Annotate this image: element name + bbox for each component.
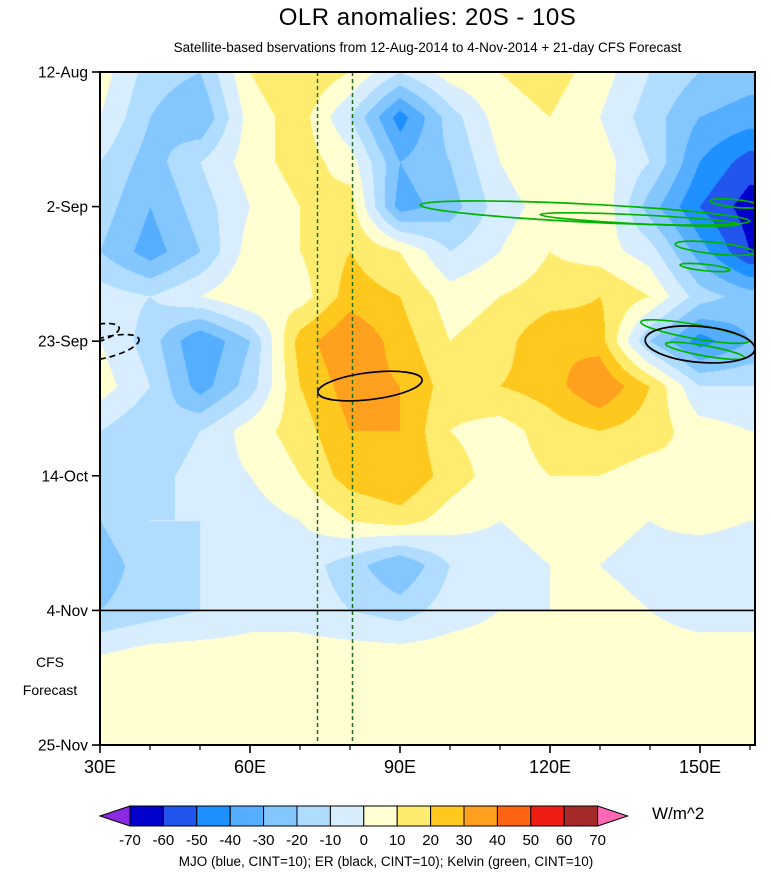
colorbar-segment — [229, 805, 265, 827]
x-tick-label: 30E — [84, 757, 116, 777]
colorbar-boundary-label: 20 — [422, 832, 439, 849]
y-tick-label: 25-Nov — [38, 738, 88, 755]
colorbar-boundary-label: 70 — [589, 832, 606, 849]
colorbar-boundary-label: -40 — [219, 832, 241, 849]
colorbar-segment — [363, 805, 398, 827]
hovmoller-filled-contour-field — [100, 72, 755, 745]
colorbar-boundary-label: 50 — [522, 832, 539, 849]
chart-subtitle: Satellite-based bservations from 12-Aug-… — [60, 40, 772, 55]
forecast-axis-label-line2: Forecast — [22, 682, 78, 698]
x-tick-label: 120E — [529, 757, 571, 777]
colorbar-boundary-label: -70 — [119, 832, 141, 849]
colorbar-segment — [396, 805, 432, 827]
colorbar-segment — [463, 805, 498, 827]
colorbar-segment — [263, 805, 298, 827]
colorbar-units-label: W/m^2 — [652, 804, 705, 823]
x-tick-label: 60E — [234, 757, 266, 777]
y-tick-label: 12-Aug — [38, 65, 88, 82]
colorbar-boundary-label: -20 — [286, 832, 308, 849]
colorbar-segment — [196, 805, 231, 827]
colorbar-boundary-label: 30 — [456, 832, 473, 849]
colorbar-segment — [129, 805, 164, 827]
y-tick-label: 14-Oct — [41, 468, 88, 485]
forecast-axis-label: CFS Forecast — [6, 648, 94, 704]
colorbar-boundary-label: 60 — [556, 832, 573, 849]
chart-subtitle-text: Satellite-based bservations from 12-Aug-… — [173, 40, 682, 55]
contour-legend-caption: MJO (blue, CINT=10); ER (black, CINT=10)… — [178, 854, 594, 869]
colorbar-segment — [496, 805, 532, 827]
colorbar-right-arrow — [597, 805, 630, 827]
colorbar-boundary-label: -60 — [153, 832, 175, 849]
colorbar-boundary-label: 40 — [489, 832, 506, 849]
colorbar-segment — [296, 805, 331, 827]
y-tick-label: 2-Sep — [47, 199, 88, 216]
forecast-axis-label-line1: CFS — [36, 654, 64, 670]
colorbar-boundary-label: 10 — [389, 832, 406, 849]
chart-title: OLR anomalies: 20S - 10S — [278, 4, 577, 31]
x-tick-label: 150E — [679, 757, 721, 777]
colorbar-segment — [563, 805, 599, 827]
colorbar-segment — [530, 805, 565, 827]
x-tick-label: 90E — [384, 757, 416, 777]
colorbar-boundary-label: 0 — [360, 832, 368, 849]
colorbar-segment — [162, 805, 198, 827]
colorbar-segment — [430, 805, 465, 827]
colorbar-boundary-label: -50 — [186, 832, 208, 849]
colorbar-boundary-label: -10 — [320, 832, 342, 849]
colorbar-segment — [329, 805, 365, 827]
colorbar-left-arrow — [98, 805, 131, 827]
colorbar-boundary-label: -30 — [253, 832, 275, 849]
y-tick-label: 23-Sep — [38, 334, 88, 351]
y-tick-label: 4-Nov — [47, 603, 89, 620]
